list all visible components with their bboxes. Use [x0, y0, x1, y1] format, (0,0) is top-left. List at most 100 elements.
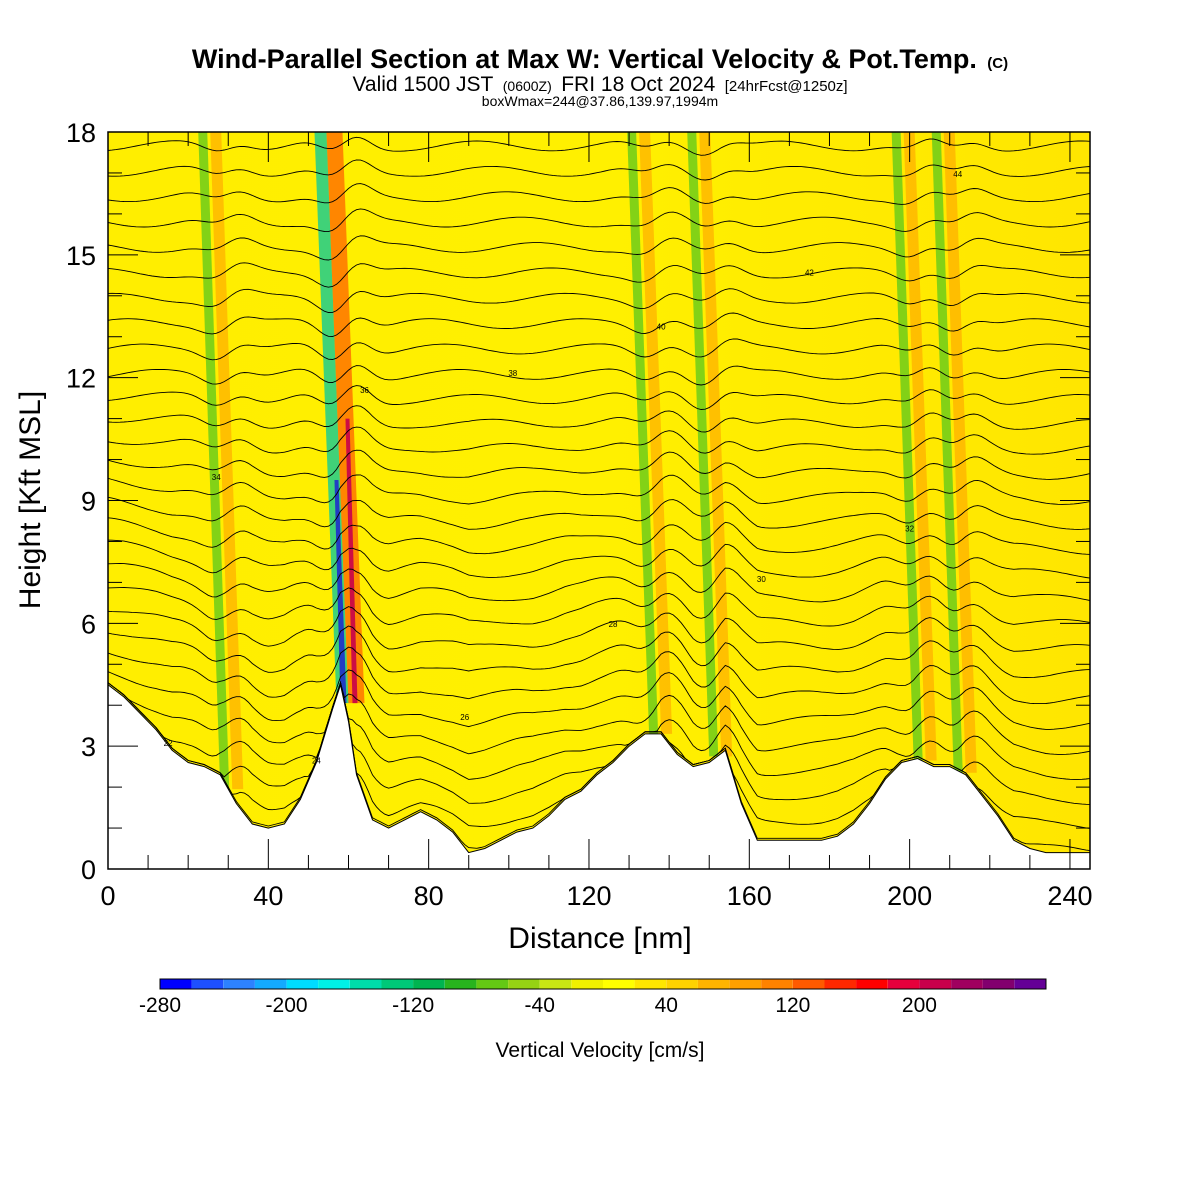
colorbar-swatch: [223, 979, 255, 989]
updraft-band: [943, 132, 977, 773]
svg-text:Valid 1500 JST (0600Z): Valid 1500 JST (0600Z) FRI 18 Oct 2024 […: [352, 73, 847, 96]
x-tick-label: 120: [566, 881, 611, 911]
theta-contour-line: [108, 426, 1090, 455]
theta-contour-line: [108, 262, 1090, 288]
downdraft-core: [334, 480, 347, 704]
velocity-bands: [198, 132, 977, 790]
y-tick-label: 9: [81, 487, 96, 517]
y-tick-label: 15: [66, 241, 96, 271]
theta-contour-line: [108, 539, 1090, 579]
colorbar-tick-label: -280: [139, 994, 181, 1017]
theta-contour-line: [108, 208, 1090, 233]
contour-label: 34: [212, 473, 221, 482]
colorbar-swatch: [381, 979, 414, 989]
contour-label: 40: [657, 323, 666, 332]
svg-text:Wind-Parallel Section at Max W: Wind-Parallel Section at Max W: Vertical…: [192, 44, 1008, 74]
theta-contour-line: [108, 625, 1090, 679]
colorbar-title: Vertical Velocity [cm/s]: [496, 1039, 705, 1062]
colorbar-swatch: [476, 979, 508, 989]
x-tick-label: 80: [414, 881, 444, 911]
updraft-core: [345, 418, 358, 704]
colorbar-tick-label: -200: [266, 994, 308, 1017]
terrain-mask: [108, 682, 1090, 869]
theta-contour-line: [108, 669, 1090, 730]
colorbar: [159, 978, 1047, 990]
colorbar-swatch: [982, 979, 1015, 989]
x-tick-label: 160: [727, 881, 772, 911]
colorbar-labels: -280 -200 -120 -40 40 120 200: [139, 994, 937, 1017]
colorbar-swatch: [919, 979, 951, 989]
colorbar-frame: [159, 978, 1047, 990]
colorbar-tick-label: -120: [392, 994, 434, 1017]
theta-contour-line: [108, 563, 1090, 603]
theta-contour-line: [108, 681, 1090, 755]
updraft-band: [326, 132, 365, 704]
updraft-band: [903, 132, 937, 761]
colorbar-swatch: [286, 979, 319, 989]
y-tick-label: 12: [66, 364, 96, 394]
colorbar-swatch: [666, 979, 698, 989]
theta-contour-line: [108, 517, 1090, 555]
theta-contour-line: [108, 235, 1090, 261]
colorbar-swatch: [160, 979, 192, 989]
updraft-band: [639, 132, 673, 734]
axis-ticks: [107, 131, 1090, 870]
theta-contour-line: [108, 680, 1090, 780]
y-tick-label: 6: [81, 609, 96, 639]
theta-contour-line: [108, 183, 1090, 205]
contour-labels: 22 24 26 28 30 32 34 36 38 40 42 44: [164, 170, 963, 766]
colorbar-tick-label: 200: [902, 994, 937, 1017]
updraft-band: [699, 132, 733, 757]
updraft-band: [210, 132, 244, 790]
chart-title: Wind-Parallel Section at Max W: Vertical…: [192, 44, 977, 74]
colorbar-swatch: [887, 979, 920, 989]
contour-label: 36: [360, 386, 369, 395]
contour-label: 32: [905, 524, 914, 533]
contour-label: 30: [757, 575, 766, 584]
valid-date: FRI 18 Oct 2024: [561, 73, 715, 96]
y-tick-label: 18: [66, 118, 96, 148]
chart-title-block: Wind-Parallel Section at Max W: Vertical…: [192, 44, 1008, 109]
colorbar-swatch: [761, 979, 793, 989]
colorbar-swatch: [413, 979, 445, 989]
colorbar-swatch: [792, 979, 825, 989]
y-axis-label: Height [Kft MSL]: [14, 391, 47, 609]
forecast-info: [24hrFcst@1250z]: [725, 78, 848, 95]
colorbar-tick-label: 40: [655, 994, 678, 1017]
colorbar-tick-label: 120: [775, 994, 810, 1017]
colorbar-swatch: [318, 979, 350, 989]
plot-area: 22 24 26 28 30 32 34 36 38 40 42 44: [108, 132, 1090, 869]
downdraft-band: [198, 132, 230, 790]
downdraft-band: [687, 132, 719, 757]
contour-label: 28: [609, 620, 618, 629]
theta-contour-line: [108, 338, 1090, 361]
contour-label: 42: [805, 268, 814, 277]
contour-label: 22: [164, 739, 173, 748]
theta-contour-line: [108, 288, 1090, 313]
downdraft-band: [931, 132, 963, 773]
colorbar-swatch: [444, 979, 477, 989]
theta-contour-line: [108, 680, 1090, 805]
theta-contour-line: [108, 496, 1090, 530]
x-tick-label: 240: [1047, 881, 1092, 911]
colorbar-swatch: [856, 979, 888, 989]
box-info: boxWmax=244@37.86,139.97,1994m: [482, 93, 718, 109]
theta-contour-line: [108, 474, 1090, 505]
colorbar-swatch: [729, 979, 762, 989]
x-axis-label: Distance [nm]: [508, 922, 691, 955]
theta-contour-line: [108, 159, 1090, 181]
downdraft-band: [627, 132, 659, 734]
y-tick-label: 3: [81, 732, 96, 762]
valid-time: Valid 1500 JST: [352, 73, 493, 96]
colorbar-tick-label: -40: [525, 994, 555, 1017]
colorbar-swatch: [697, 979, 730, 989]
y-tick-labels: 0 3 6 9 12 15 18: [66, 118, 96, 885]
theta-contour-line: [108, 449, 1090, 480]
valid-utc: (0600Z): [503, 78, 552, 94]
theta-contour-line: [108, 136, 1090, 156]
contour-label: 26: [460, 713, 469, 722]
theta-contour-line: [108, 606, 1090, 652]
x-tick-label: 200: [887, 881, 932, 911]
theta-contour-line: [108, 385, 1090, 410]
x-tick-label: 0: [100, 881, 115, 911]
